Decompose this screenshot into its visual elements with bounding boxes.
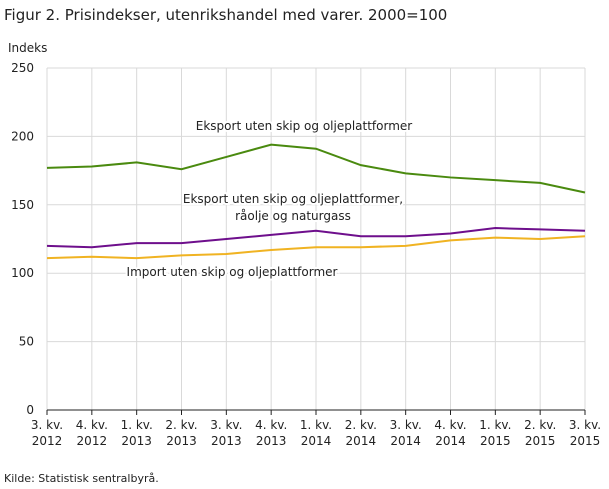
x-tick-label: 2. kv. bbox=[524, 418, 556, 432]
series-label: Import uten skip og oljeplattformer bbox=[127, 265, 338, 279]
x-tick-label: 1. kv. bbox=[121, 418, 153, 432]
x-tick-label: 4. kv. bbox=[255, 418, 287, 432]
y-tick-label: 100 bbox=[11, 266, 34, 280]
x-tick-label: 2014 bbox=[346, 434, 377, 448]
y-tick-label: 200 bbox=[11, 129, 34, 143]
x-tick-label: 3. kv. bbox=[390, 418, 422, 432]
x-tick-label: 2013 bbox=[121, 434, 152, 448]
x-tick-label: 2014 bbox=[435, 434, 466, 448]
y-axis-label: Indeks bbox=[8, 41, 47, 55]
series-label: Eksport uten skip og oljeplattformer bbox=[196, 119, 413, 133]
x-tick-label: 2012 bbox=[32, 434, 63, 448]
y-tick-label: 250 bbox=[11, 61, 34, 75]
x-tick-label: 3. kv. bbox=[210, 418, 242, 432]
x-tick-label: 2012 bbox=[77, 434, 108, 448]
x-tick-label: 2015 bbox=[570, 434, 601, 448]
y-tick-label: 0 bbox=[26, 403, 34, 417]
x-tick-label: 4. kv. bbox=[434, 418, 466, 432]
y-tick-label: 50 bbox=[19, 335, 34, 349]
x-tick-label: 3. kv. bbox=[569, 418, 601, 432]
x-tick-label: 2014 bbox=[390, 434, 421, 448]
chart-title: Figur 2. Prisindekser, utenrikshandel me… bbox=[4, 6, 448, 24]
x-tick-label: 2. kv. bbox=[345, 418, 377, 432]
x-tick-label: 2014 bbox=[301, 434, 332, 448]
series-label: råolje og naturgass bbox=[235, 209, 351, 223]
x-tick-label: 2013 bbox=[211, 434, 242, 448]
series-label: Eksport uten skip og oljeplattformer, bbox=[183, 192, 403, 206]
x-tick-label: 2. kv. bbox=[165, 418, 197, 432]
x-tick-label: 1. kv. bbox=[479, 418, 511, 432]
x-tick-label: 2013 bbox=[166, 434, 197, 448]
x-tick-label: 3. kv. bbox=[31, 418, 63, 432]
x-tick-label: 2013 bbox=[256, 434, 287, 448]
y-tick-label: 150 bbox=[11, 198, 34, 212]
source-note: Kilde: Statistisk sentralbyrå. bbox=[4, 472, 159, 485]
x-tick-label: 2015 bbox=[480, 434, 511, 448]
x-tick-label: 2015 bbox=[525, 434, 556, 448]
x-tick-label: 4. kv. bbox=[76, 418, 108, 432]
x-tick-label: 1. kv. bbox=[300, 418, 332, 432]
